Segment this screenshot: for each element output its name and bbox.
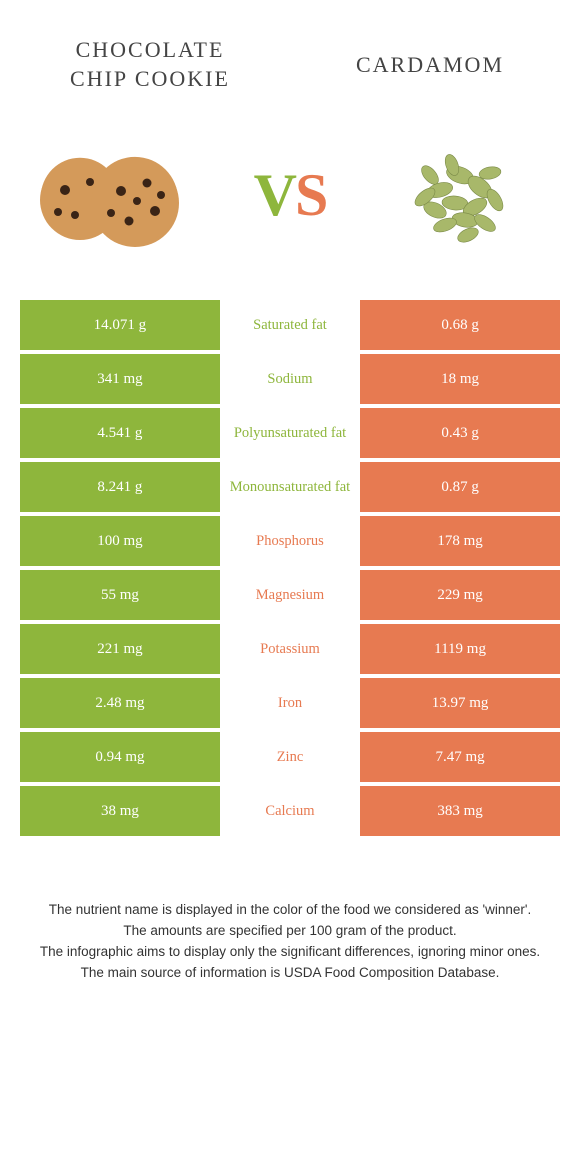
value-right: 178 mg: [360, 516, 560, 566]
header: CHOCOLATE CHIP COOKIE CARDAMOM: [0, 0, 580, 110]
value-right: 229 mg: [360, 570, 560, 620]
value-left: 221 mg: [20, 624, 220, 674]
value-left: 2.48 mg: [20, 678, 220, 728]
vs-v: V: [254, 162, 295, 228]
value-right: 0.68 g: [360, 300, 560, 350]
nutrient-label: Saturated fat: [220, 300, 360, 350]
nutrient-label: Sodium: [220, 354, 360, 404]
nutrient-table: 14.071 gSaturated fat0.68 g341 mgSodium1…: [0, 300, 580, 836]
table-row: 38 mgCalcium383 mg: [20, 786, 560, 836]
table-row: 0.94 mgZinc7.47 mg: [20, 732, 560, 782]
value-left: 341 mg: [20, 354, 220, 404]
value-right: 0.87 g: [360, 462, 560, 512]
nutrient-label: Zinc: [220, 732, 360, 782]
value-right: 13.97 mg: [360, 678, 560, 728]
value-left: 14.071 g: [20, 300, 220, 350]
nutrient-label: Calcium: [220, 786, 360, 836]
table-row: 14.071 gSaturated fat0.68 g: [20, 300, 560, 350]
images-row: VS: [0, 110, 580, 300]
nutrient-label: Phosphorus: [220, 516, 360, 566]
table-row: 341 mgSodium18 mg: [20, 354, 560, 404]
vs-text: VS: [254, 161, 327, 230]
table-row: 2.48 mgIron13.97 mg: [20, 678, 560, 728]
nutrient-label: Potassium: [220, 624, 360, 674]
title-left: CHOCOLATE CHIP COOKIE: [50, 36, 250, 93]
table-row: 4.541 gPolyunsaturated fat0.43 g: [20, 408, 560, 458]
table-row: 100 mgPhosphorus178 mg: [20, 516, 560, 566]
footer-line: The nutrient name is displayed in the co…: [35, 900, 545, 921]
value-right: 1119 mg: [360, 624, 560, 674]
footer-notes: The nutrient name is displayed in the co…: [0, 840, 580, 984]
value-left: 100 mg: [20, 516, 220, 566]
value-left: 55 mg: [20, 570, 220, 620]
vs-s: S: [295, 162, 326, 228]
title-right: CARDAMOM: [330, 51, 530, 80]
cookie-image: [40, 130, 200, 260]
value-left: 38 mg: [20, 786, 220, 836]
footer-line: The amounts are specified per 100 gram o…: [35, 921, 545, 942]
value-left: 8.241 g: [20, 462, 220, 512]
table-row: 221 mgPotassium1119 mg: [20, 624, 560, 674]
table-row: 55 mgMagnesium229 mg: [20, 570, 560, 620]
footer-line: The main source of information is USDA F…: [35, 963, 545, 984]
nutrient-label: Polyunsaturated fat: [220, 408, 360, 458]
footer-line: The infographic aims to display only the…: [35, 942, 545, 963]
nutrient-label: Iron: [220, 678, 360, 728]
value-right: 18 mg: [360, 354, 560, 404]
value-right: 7.47 mg: [360, 732, 560, 782]
value-right: 0.43 g: [360, 408, 560, 458]
value-left: 4.541 g: [20, 408, 220, 458]
nutrient-label: Magnesium: [220, 570, 360, 620]
table-row: 8.241 gMonounsaturated fat0.87 g: [20, 462, 560, 512]
nutrient-label: Monounsaturated fat: [220, 462, 360, 512]
value-right: 383 mg: [360, 786, 560, 836]
value-left: 0.94 mg: [20, 732, 220, 782]
cardamom-image: [380, 130, 540, 260]
